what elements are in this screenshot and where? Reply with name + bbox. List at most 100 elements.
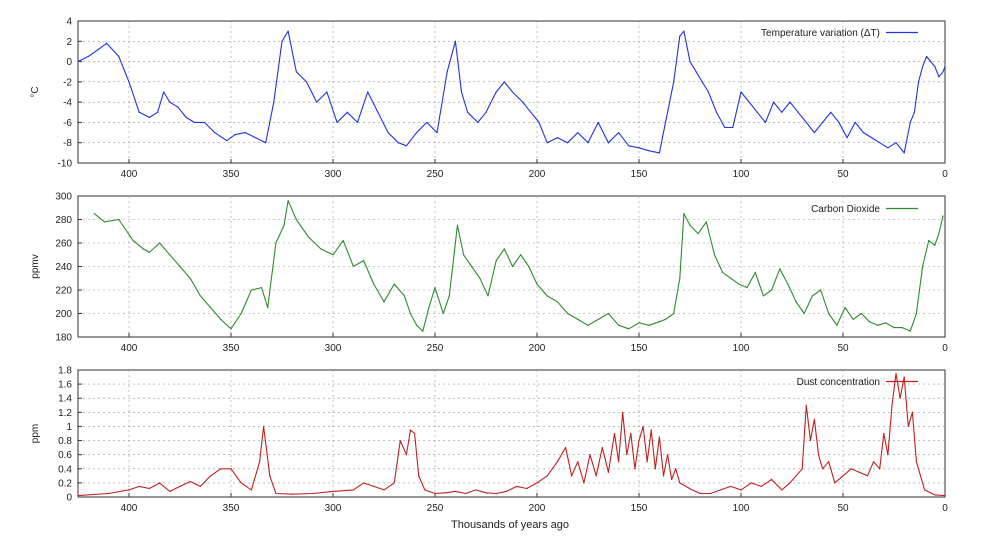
data-point [226, 140, 228, 142]
data-point [893, 327, 895, 329]
data-point [336, 121, 338, 124]
data-point [756, 111, 758, 113]
data-point [444, 492, 446, 494]
data-point [465, 492, 467, 495]
x-tick-label: 0 [942, 343, 948, 354]
data-point [485, 111, 487, 113]
data-point [858, 471, 860, 473]
data-point [811, 295, 814, 297]
data-point [887, 454, 889, 456]
data-point [662, 475, 665, 477]
data-point [179, 485, 181, 488]
data-point [363, 482, 365, 484]
data-point [926, 55, 928, 58]
data-point [254, 137, 257, 139]
data-point [597, 121, 599, 124]
x-tick-label: 0 [942, 169, 948, 180]
data-point [903, 152, 905, 154]
y-tick-label: 4 [66, 17, 72, 28]
y-tick-label: 260 [55, 239, 72, 250]
data-point [746, 287, 748, 289]
data-point [103, 221, 106, 223]
data-point [526, 487, 528, 490]
x-tick-label: 300 [325, 169, 342, 180]
data-point [295, 71, 297, 73]
data-point [713, 254, 716, 256]
data-point [230, 328, 232, 330]
data-point [664, 318, 667, 320]
data-point [487, 295, 489, 297]
data-point [917, 81, 920, 83]
legend-label: Dust concentration [797, 377, 880, 388]
data-point [234, 134, 236, 136]
data-point [844, 307, 846, 309]
data-point [250, 489, 252, 491]
data-point [787, 283, 789, 285]
data-point [903, 376, 905, 378]
data-point [189, 480, 191, 483]
data-point [646, 461, 648, 463]
data-point [738, 283, 740, 285]
data-point [938, 233, 940, 235]
data-point [462, 254, 465, 256]
x-tick-label: 50 [837, 343, 849, 354]
data-point [797, 111, 799, 113]
data-point [142, 248, 144, 250]
data-point [628, 328, 630, 330]
data-point [148, 251, 150, 253]
data-point [828, 461, 830, 463]
y-tick-label: 0 [66, 493, 72, 504]
data-point [642, 425, 644, 428]
data-point [159, 482, 161, 484]
data-point [467, 111, 469, 113]
data-point [456, 224, 459, 226]
data-point [852, 318, 854, 320]
data-point [817, 454, 820, 456]
data-point [626, 454, 628, 456]
data-point [862, 131, 865, 134]
data-point [860, 312, 862, 315]
dust-panel: 1.8 1.6 1.4 1.2 1 0.8 0.6 0.4 0.2 0 400 350 300 250 20… [30, 366, 948, 515]
data-point [789, 101, 791, 103]
data-point [938, 76, 940, 78]
data-point [689, 60, 691, 63]
data-point [267, 307, 269, 309]
data-point [287, 200, 289, 202]
data-point [944, 494, 946, 497]
data-point [607, 471, 610, 473]
data-point [546, 142, 548, 144]
data-point [199, 485, 201, 488]
data-point [803, 312, 805, 315]
data-point [618, 461, 620, 463]
data-point [873, 461, 875, 463]
data-point [332, 254, 334, 256]
data-point [934, 66, 936, 68]
data-point [503, 248, 505, 250]
data-point [764, 121, 767, 124]
x-tick-label: 250 [427, 169, 444, 180]
data-point [148, 487, 150, 490]
data-point [781, 489, 783, 491]
data-point [295, 218, 297, 221]
data-point [511, 265, 514, 268]
data-point [613, 432, 616, 435]
data-point [877, 324, 879, 326]
data-point [921, 66, 924, 68]
data-point [132, 240, 134, 242]
data-point [822, 468, 824, 470]
data-point [495, 492, 497, 495]
data-point [505, 490, 507, 492]
data-point [418, 475, 420, 477]
data-point [850, 468, 852, 470]
data-point [685, 485, 687, 488]
data-point [707, 91, 709, 93]
data-point [805, 121, 807, 124]
data-point [511, 91, 514, 93]
data-point [265, 142, 267, 144]
data-point [773, 101, 775, 103]
data-point [901, 327, 903, 329]
temperature-panel: 4 2 0 -2 -4 -6 -8 -10 400 350 300 250 200 150 100 50 0 °C… [30, 17, 948, 181]
data-point [683, 30, 685, 32]
data-point [587, 142, 589, 144]
data-point [275, 242, 277, 244]
